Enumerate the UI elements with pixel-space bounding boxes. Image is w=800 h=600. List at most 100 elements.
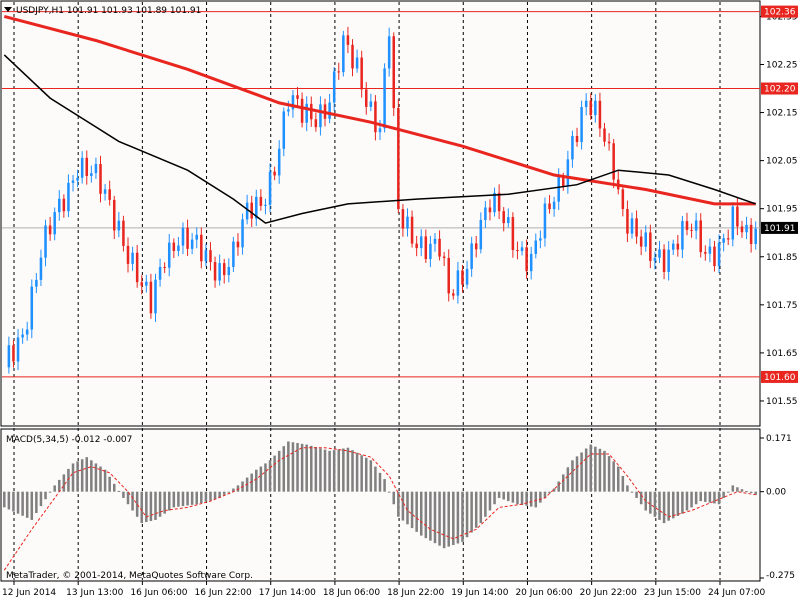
time-label: 17 Jun 14:00 bbox=[259, 588, 316, 598]
bull-candle bbox=[543, 203, 547, 239]
time-label: 16 Jun 22:00 bbox=[195, 588, 252, 598]
bull-candle bbox=[465, 268, 469, 285]
macd-panel[interactable] bbox=[0, 428, 761, 582]
macd-bar bbox=[80, 459, 84, 492]
time-label: 20 Jun 06:00 bbox=[515, 588, 572, 598]
bull-candle bbox=[131, 252, 134, 264]
macd-bar bbox=[355, 452, 359, 492]
price-tick-label: 102.05 bbox=[766, 157, 798, 167]
macd-bar bbox=[12, 491, 15, 512]
bull-candle bbox=[227, 266, 231, 276]
macd-bar bbox=[236, 485, 240, 492]
macd-bar bbox=[507, 491, 510, 502]
bull-candle bbox=[667, 249, 670, 272]
bull-candle bbox=[493, 192, 496, 213]
bull-candle bbox=[264, 204, 267, 206]
bull-candle bbox=[76, 177, 79, 181]
macd-bar bbox=[158, 491, 162, 517]
bull-candle bbox=[745, 224, 748, 233]
bull-candle bbox=[378, 128, 382, 133]
macd-bar bbox=[401, 491, 405, 521]
macd-tick-label: 0.171 bbox=[766, 434, 792, 444]
macd-bar bbox=[470, 491, 473, 533]
macd-bar bbox=[135, 491, 139, 517]
bull-candle bbox=[94, 164, 98, 174]
macd-bar bbox=[342, 448, 345, 492]
macd-bar bbox=[163, 491, 166, 514]
macd-bar bbox=[122, 491, 125, 498]
macd-bar bbox=[562, 474, 565, 492]
bear-candle bbox=[250, 202, 253, 219]
macd-bar bbox=[351, 450, 354, 492]
macd-bar bbox=[438, 491, 441, 546]
macd-bar bbox=[419, 491, 423, 536]
macd-bar bbox=[273, 455, 276, 492]
macd-bar bbox=[346, 447, 350, 492]
macd-bar bbox=[598, 448, 602, 492]
macd-bar bbox=[534, 491, 538, 508]
bear-candle bbox=[502, 211, 505, 224]
level-price-label: 101.60 bbox=[764, 373, 796, 383]
macd-bar bbox=[90, 460, 93, 492]
macd-bar bbox=[204, 491, 208, 502]
macd-bar bbox=[694, 491, 698, 505]
bull-candle bbox=[630, 218, 634, 234]
macd-bar bbox=[704, 491, 707, 502]
bear-candle bbox=[676, 243, 680, 250]
bear-candle bbox=[209, 250, 212, 263]
dropdown-triangle-icon[interactable] bbox=[4, 7, 12, 12]
macd-bar bbox=[172, 491, 176, 508]
bull-candle bbox=[658, 249, 661, 258]
bull-candle bbox=[305, 103, 308, 123]
macd-bar bbox=[7, 491, 11, 510]
bull-candle bbox=[580, 107, 583, 143]
macd-bar bbox=[112, 483, 116, 492]
bear-candle bbox=[685, 221, 689, 230]
bear-candle bbox=[99, 164, 102, 194]
bull-candle bbox=[30, 286, 34, 330]
price-tick-label: 101.65 bbox=[766, 349, 798, 359]
bear-candle bbox=[415, 243, 418, 249]
macd-bar bbox=[452, 491, 455, 546]
macd-bar bbox=[319, 448, 322, 492]
bear-candle bbox=[621, 189, 625, 210]
macd-bar bbox=[392, 491, 396, 505]
bear-candle bbox=[135, 252, 139, 283]
bear-candle bbox=[598, 100, 602, 129]
symbol-info: USDJPY,H1 101.91 101.93 101.89 101.91 bbox=[16, 6, 201, 16]
bear-candle bbox=[612, 143, 615, 180]
macd-bar bbox=[442, 491, 446, 549]
macd-bar bbox=[713, 491, 716, 504]
bull-candle bbox=[383, 68, 386, 129]
price-tick-label: 101.95 bbox=[766, 205, 798, 215]
macd-bar bbox=[424, 491, 428, 539]
macd-bar bbox=[154, 491, 157, 520]
bear-candle bbox=[488, 207, 492, 213]
macd-bar bbox=[456, 491, 460, 544]
macd-bar bbox=[39, 491, 43, 507]
time-axis: 12 Jun 2014 13 Jun 13:00 16 Jun 06:00 16 Ju… bbox=[2, 581, 765, 598]
bull-candle bbox=[58, 198, 61, 213]
bull-candle bbox=[419, 236, 423, 249]
bear-candle bbox=[186, 227, 189, 249]
chart-header: USDJPY,H1 101.91 101.93 101.89 101.91 bbox=[4, 6, 201, 16]
price-axis: 102.35102.25102.15102.05101.95101.85101.… bbox=[760, 5, 798, 581]
macd-bar bbox=[749, 491, 753, 493]
macd-bar bbox=[250, 473, 253, 492]
bull-candle bbox=[342, 35, 345, 73]
bear-candle bbox=[626, 209, 629, 234]
bull-candle bbox=[539, 238, 542, 241]
bear-candle bbox=[140, 282, 144, 286]
macd-bar bbox=[76, 461, 79, 492]
macd-bar bbox=[218, 491, 221, 498]
macd-bar bbox=[571, 460, 574, 492]
macd-bar bbox=[305, 444, 308, 492]
macd-bar bbox=[584, 448, 588, 492]
price-panel[interactable] bbox=[0, 0, 761, 427]
time-label: 12 Jun 2014 bbox=[2, 588, 56, 598]
horizontal-levels bbox=[2, 11, 760, 378]
bear-candle bbox=[442, 256, 446, 259]
bull-candle bbox=[507, 217, 510, 224]
bull-candle bbox=[154, 279, 157, 314]
